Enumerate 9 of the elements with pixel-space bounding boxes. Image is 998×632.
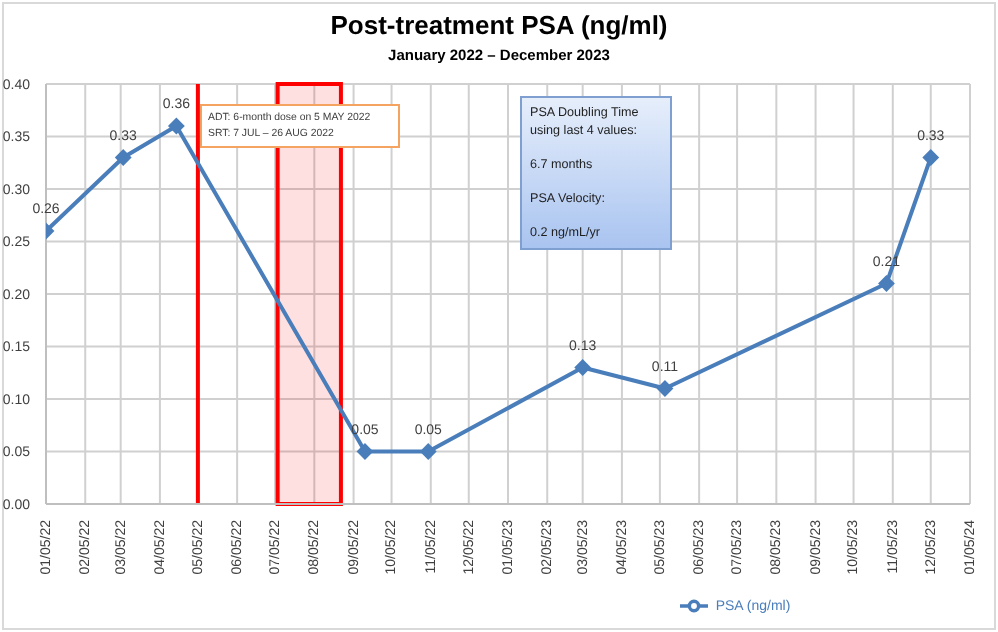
point (878, 275, 895, 292)
point (574, 359, 591, 376)
point (922, 149, 939, 166)
point (656, 380, 673, 397)
point (168, 118, 185, 134)
point (356, 443, 373, 460)
chart-title: Post-treatment PSA (ng/ml) (328, 10, 670, 40)
point (420, 443, 437, 460)
point (115, 149, 132, 166)
